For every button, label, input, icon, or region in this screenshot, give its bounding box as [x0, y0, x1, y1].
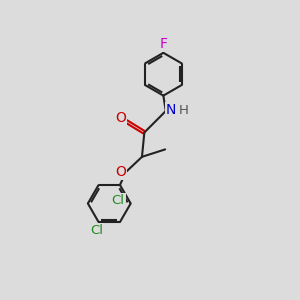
Text: O: O	[115, 165, 126, 179]
Text: N: N	[166, 103, 176, 118]
Text: F: F	[159, 38, 167, 52]
Text: Cl: Cl	[112, 194, 125, 207]
Text: O: O	[115, 111, 126, 124]
Text: Cl: Cl	[91, 224, 103, 237]
Text: H: H	[179, 104, 189, 117]
